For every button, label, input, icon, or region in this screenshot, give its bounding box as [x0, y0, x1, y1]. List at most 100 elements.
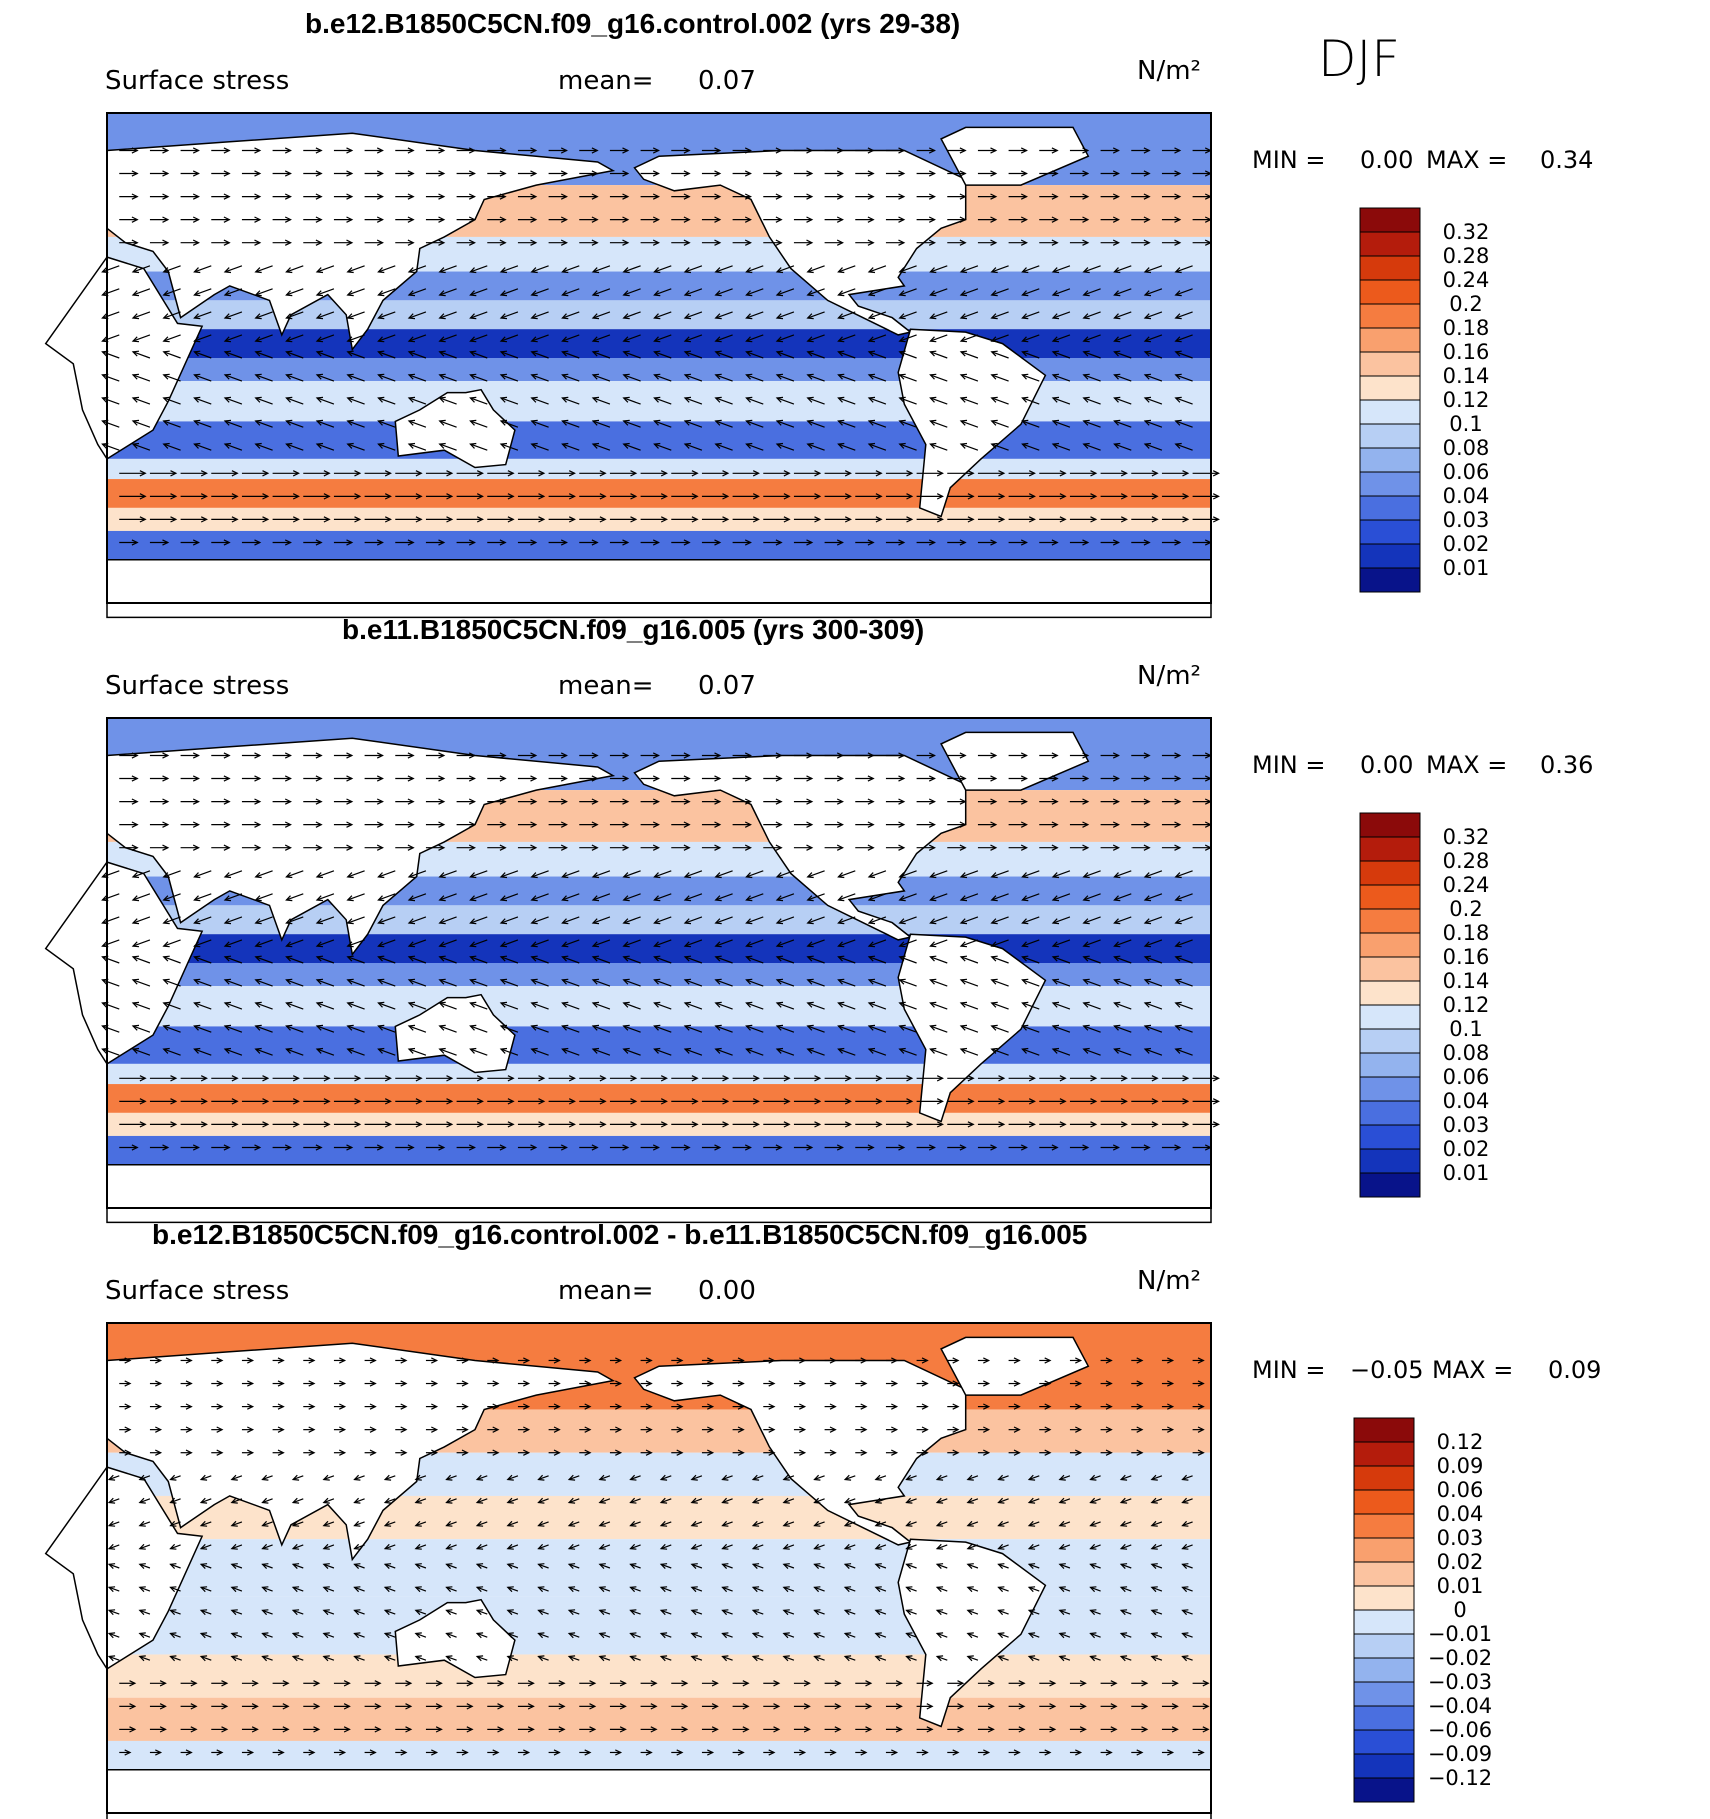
stress-vector: [752, 1521, 764, 1527]
colorbar-swatch: [1359, 519, 1421, 545]
stress-vector-head: [1028, 1075, 1036, 1082]
stress-vector: [906, 1632, 917, 1638]
stress-vector: [224, 870, 243, 878]
stress-vector: [592, 1002, 611, 1010]
stress-vector: [844, 1498, 856, 1504]
stress-vector-head: [1058, 1586, 1066, 1593]
stress-vector: [967, 1609, 979, 1615]
stress-vector-head: [898, 290, 906, 297]
stress-vector-head: [1143, 396, 1152, 403]
stress-vector: [316, 1048, 335, 1056]
stress-vector-head: [415, 516, 423, 523]
stress-vector-head: [1082, 193, 1090, 200]
stress-vector-head: [322, 1497, 330, 1504]
stress-vector: [347, 265, 365, 273]
stress-vector-head: [492, 1403, 500, 1410]
stress-vector: [415, 1609, 427, 1615]
colorbar-tick-label: 0.09: [1437, 1454, 1484, 1478]
stress-vector: [132, 397, 151, 405]
stress-vector-head: [469, 955, 477, 962]
stress-vector: [286, 1048, 304, 1056]
stress-vector-head: [653, 290, 661, 297]
panel-1-map: [44, 112, 1220, 619]
stress-vector-head: [990, 918, 998, 925]
stress-vector: [844, 1609, 856, 1615]
stress-vector-head: [622, 350, 630, 357]
stress-vector-head: [898, 539, 906, 546]
stress-vector: [102, 939, 120, 947]
stress-vector-head: [898, 313, 906, 320]
stress-vector: [163, 334, 181, 342]
stress-vector-head: [438, 350, 446, 357]
stress-vector: [930, 916, 948, 924]
stress-vector: [930, 870, 948, 878]
colorbar-swatch: [1353, 1681, 1415, 1707]
stress-vector-head: [200, 1121, 208, 1128]
stress-vector: [1120, 1563, 1132, 1569]
stress-vector: [592, 374, 611, 382]
stress-vector-head: [806, 193, 814, 200]
stress-vector-head: [1058, 1609, 1066, 1616]
stress-vector-head: [714, 147, 722, 154]
stress-vector-head: [538, 1075, 546, 1082]
stress-vector-head: [553, 1357, 561, 1364]
stress-vector-head: [169, 1543, 177, 1550]
stress-vector-head: [622, 752, 630, 759]
stress-vector-head: [891, 1380, 899, 1387]
stress-vector-head: [131, 895, 140, 902]
stress-vector: [1059, 1521, 1071, 1527]
stress-vector-head: [506, 1586, 514, 1593]
stress-vector-head: [1174, 821, 1182, 828]
stress-vector-head: [806, 821, 814, 828]
stress-vector: [507, 1632, 519, 1638]
stress-vector-head: [997, 1563, 1005, 1570]
stress-vector-head: [530, 350, 538, 357]
panel-2-max-value: 0.36: [1540, 751, 1594, 779]
stress-vector-head: [867, 821, 875, 828]
stress-vector: [1114, 374, 1132, 382]
stress-vector-head: [929, 1047, 937, 1054]
stress-vector-head: [867, 419, 876, 426]
stress-vector: [194, 979, 212, 987]
stress-band: [107, 1063, 1211, 1085]
stress-vector: [347, 351, 365, 359]
colorbar-tick-label: 0.03: [1443, 508, 1490, 532]
stress-vector-head: [745, 313, 753, 320]
land-mass: [106, 559, 1212, 619]
stress-vector-head: [898, 216, 906, 223]
stress-vector: [936, 1655, 948, 1661]
stress-vector-head: [843, 1632, 852, 1639]
stress-vector-head: [530, 539, 538, 546]
stress-vector: [1052, 443, 1071, 451]
stress-vector-head: [584, 1426, 592, 1433]
stress-vector: [408, 351, 427, 359]
stress-vector-head: [898, 350, 906, 357]
stress-vector-head: [107, 1609, 116, 1616]
stress-vector-head: [346, 539, 354, 546]
stress-vector-head: [162, 239, 170, 246]
stress-vector-head: [990, 290, 998, 297]
stress-vector-head: [1082, 216, 1090, 223]
stress-vector: [446, 1655, 457, 1661]
stress-vector-head: [376, 775, 384, 782]
stress-vector-head: [959, 373, 968, 380]
stress-vector: [691, 1632, 703, 1638]
stress-vector: [960, 1025, 979, 1033]
stress-vector: [746, 420, 764, 428]
stress-vector-head: [898, 775, 906, 782]
stress-vector: [875, 1586, 887, 1592]
stress-vector-head: [1112, 752, 1120, 759]
stress-vector-head: [407, 955, 416, 962]
stress-vector-head: [834, 1726, 842, 1733]
land-mass: [44, 256, 204, 460]
stress-vector: [654, 1048, 672, 1056]
stress-vector: [1083, 288, 1101, 296]
stress-vector-head: [707, 1403, 715, 1410]
stress-vector-head: [407, 844, 415, 851]
stress-vector: [255, 1002, 273, 1010]
stress-vector-head: [567, 1655, 576, 1662]
stress-vector-head: [983, 1357, 991, 1364]
stress-vector: [660, 1563, 672, 1569]
colorbar-tick-label: 0.2: [1449, 292, 1482, 316]
stress-vector-head: [1197, 1749, 1205, 1756]
